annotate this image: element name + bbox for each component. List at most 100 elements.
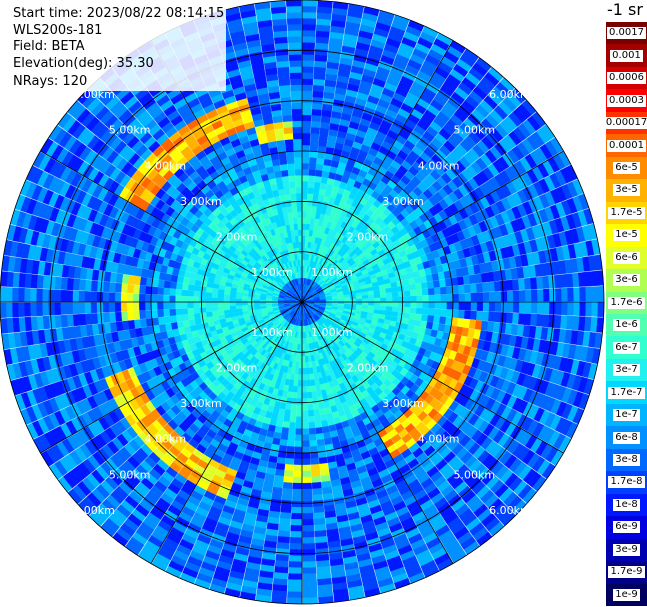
range-gate (48, 276, 56, 290)
range-gate (306, 391, 313, 399)
range-gate (277, 530, 291, 538)
range-gate (294, 434, 303, 442)
range-gate (591, 286, 599, 302)
range-gate (391, 291, 399, 298)
range-gate (126, 311, 135, 321)
range-gate (298, 356, 303, 363)
range-gate (287, 579, 303, 587)
range-gate (211, 302, 218, 307)
range-gate (120, 292, 128, 303)
range-gate (96, 291, 104, 303)
range-gate (301, 247, 305, 254)
range-gate (54, 315, 62, 329)
range-gate (307, 181, 315, 189)
range-gate (36, 274, 44, 289)
range-gate (373, 289, 381, 295)
range-gate (193, 312, 201, 320)
range-gate (482, 301, 490, 312)
range-gate (120, 302, 128, 312)
range-gate (259, 303, 267, 307)
range-gate (301, 138, 311, 146)
range-gate (302, 386, 307, 393)
range-gate (302, 567, 317, 575)
range-gate (597, 285, 605, 302)
range-gate (512, 312, 520, 325)
range-gate (5, 287, 13, 303)
range-gate (317, 396, 324, 404)
range-gate (304, 355, 309, 363)
range-gate (102, 291, 110, 303)
range-gate (313, 511, 325, 520)
range-gate (386, 297, 393, 302)
range-gate (530, 313, 538, 327)
range-gate (301, 162, 310, 170)
range-gate (157, 279, 165, 288)
range-gate (380, 301, 387, 307)
range-gate (287, 385, 294, 393)
range-gate (296, 398, 303, 405)
range-gate (311, 475, 322, 484)
range-gate (315, 36, 330, 44)
range-gate (302, 573, 317, 581)
range-gate (23, 288, 31, 303)
range-gate (408, 277, 416, 285)
range-gate (403, 307, 411, 314)
range-gate (304, 235, 309, 243)
range-gate (440, 294, 448, 302)
range-gate (287, 591, 303, 599)
range-gate (530, 277, 538, 290)
range-gate (306, 199, 313, 207)
range-gate (302, 368, 307, 375)
range-gate (302, 476, 312, 484)
range-gate (500, 301, 508, 313)
range-gate (291, 506, 303, 514)
range-gate (288, 561, 303, 569)
range-gate (445, 309, 454, 318)
range-gate (427, 315, 435, 323)
range-gate (452, 301, 460, 310)
range-gate (302, 404, 308, 411)
range-gate (536, 276, 544, 290)
range-gate (530, 289, 538, 302)
range-gate (554, 274, 562, 289)
range-gate (290, 518, 303, 526)
range-gate (464, 292, 472, 302)
range-gate (0, 286, 7, 303)
range-gate (235, 295, 243, 300)
range-gate (524, 289, 532, 302)
range-gate (315, 42, 329, 50)
range-gate (223, 309, 231, 315)
range-gate (302, 392, 308, 399)
range-gate (555, 301, 562, 316)
range-gate (308, 163, 317, 171)
range-gate (301, 96, 313, 104)
range-gate (181, 308, 189, 315)
range-gate (301, 235, 306, 242)
range-gate (432, 280, 441, 288)
range-gate (157, 316, 166, 325)
range-gate (175, 308, 183, 316)
range-gate (499, 280, 508, 292)
range-gate (415, 289, 423, 296)
range-gate (291, 494, 303, 502)
range-gate (314, 524, 327, 532)
range-gate (186, 302, 194, 309)
range-gate (150, 309, 159, 319)
range-gate (318, 139, 328, 148)
range-gate (315, 554, 330, 562)
range-gate (162, 294, 170, 303)
range-gate (302, 494, 313, 502)
range-gate (281, 494, 293, 502)
range-gate (367, 290, 375, 296)
range-gate (66, 314, 74, 327)
range-gate (422, 301, 430, 309)
range-gate (302, 555, 316, 562)
range-gate (280, 506, 292, 514)
range-gate (524, 313, 532, 326)
range-gate (181, 283, 189, 291)
range-gate (114, 302, 122, 313)
range-gate (542, 275, 550, 289)
range-gate (292, 488, 303, 496)
range-gate (139, 318, 148, 328)
range-gate (169, 288, 177, 296)
